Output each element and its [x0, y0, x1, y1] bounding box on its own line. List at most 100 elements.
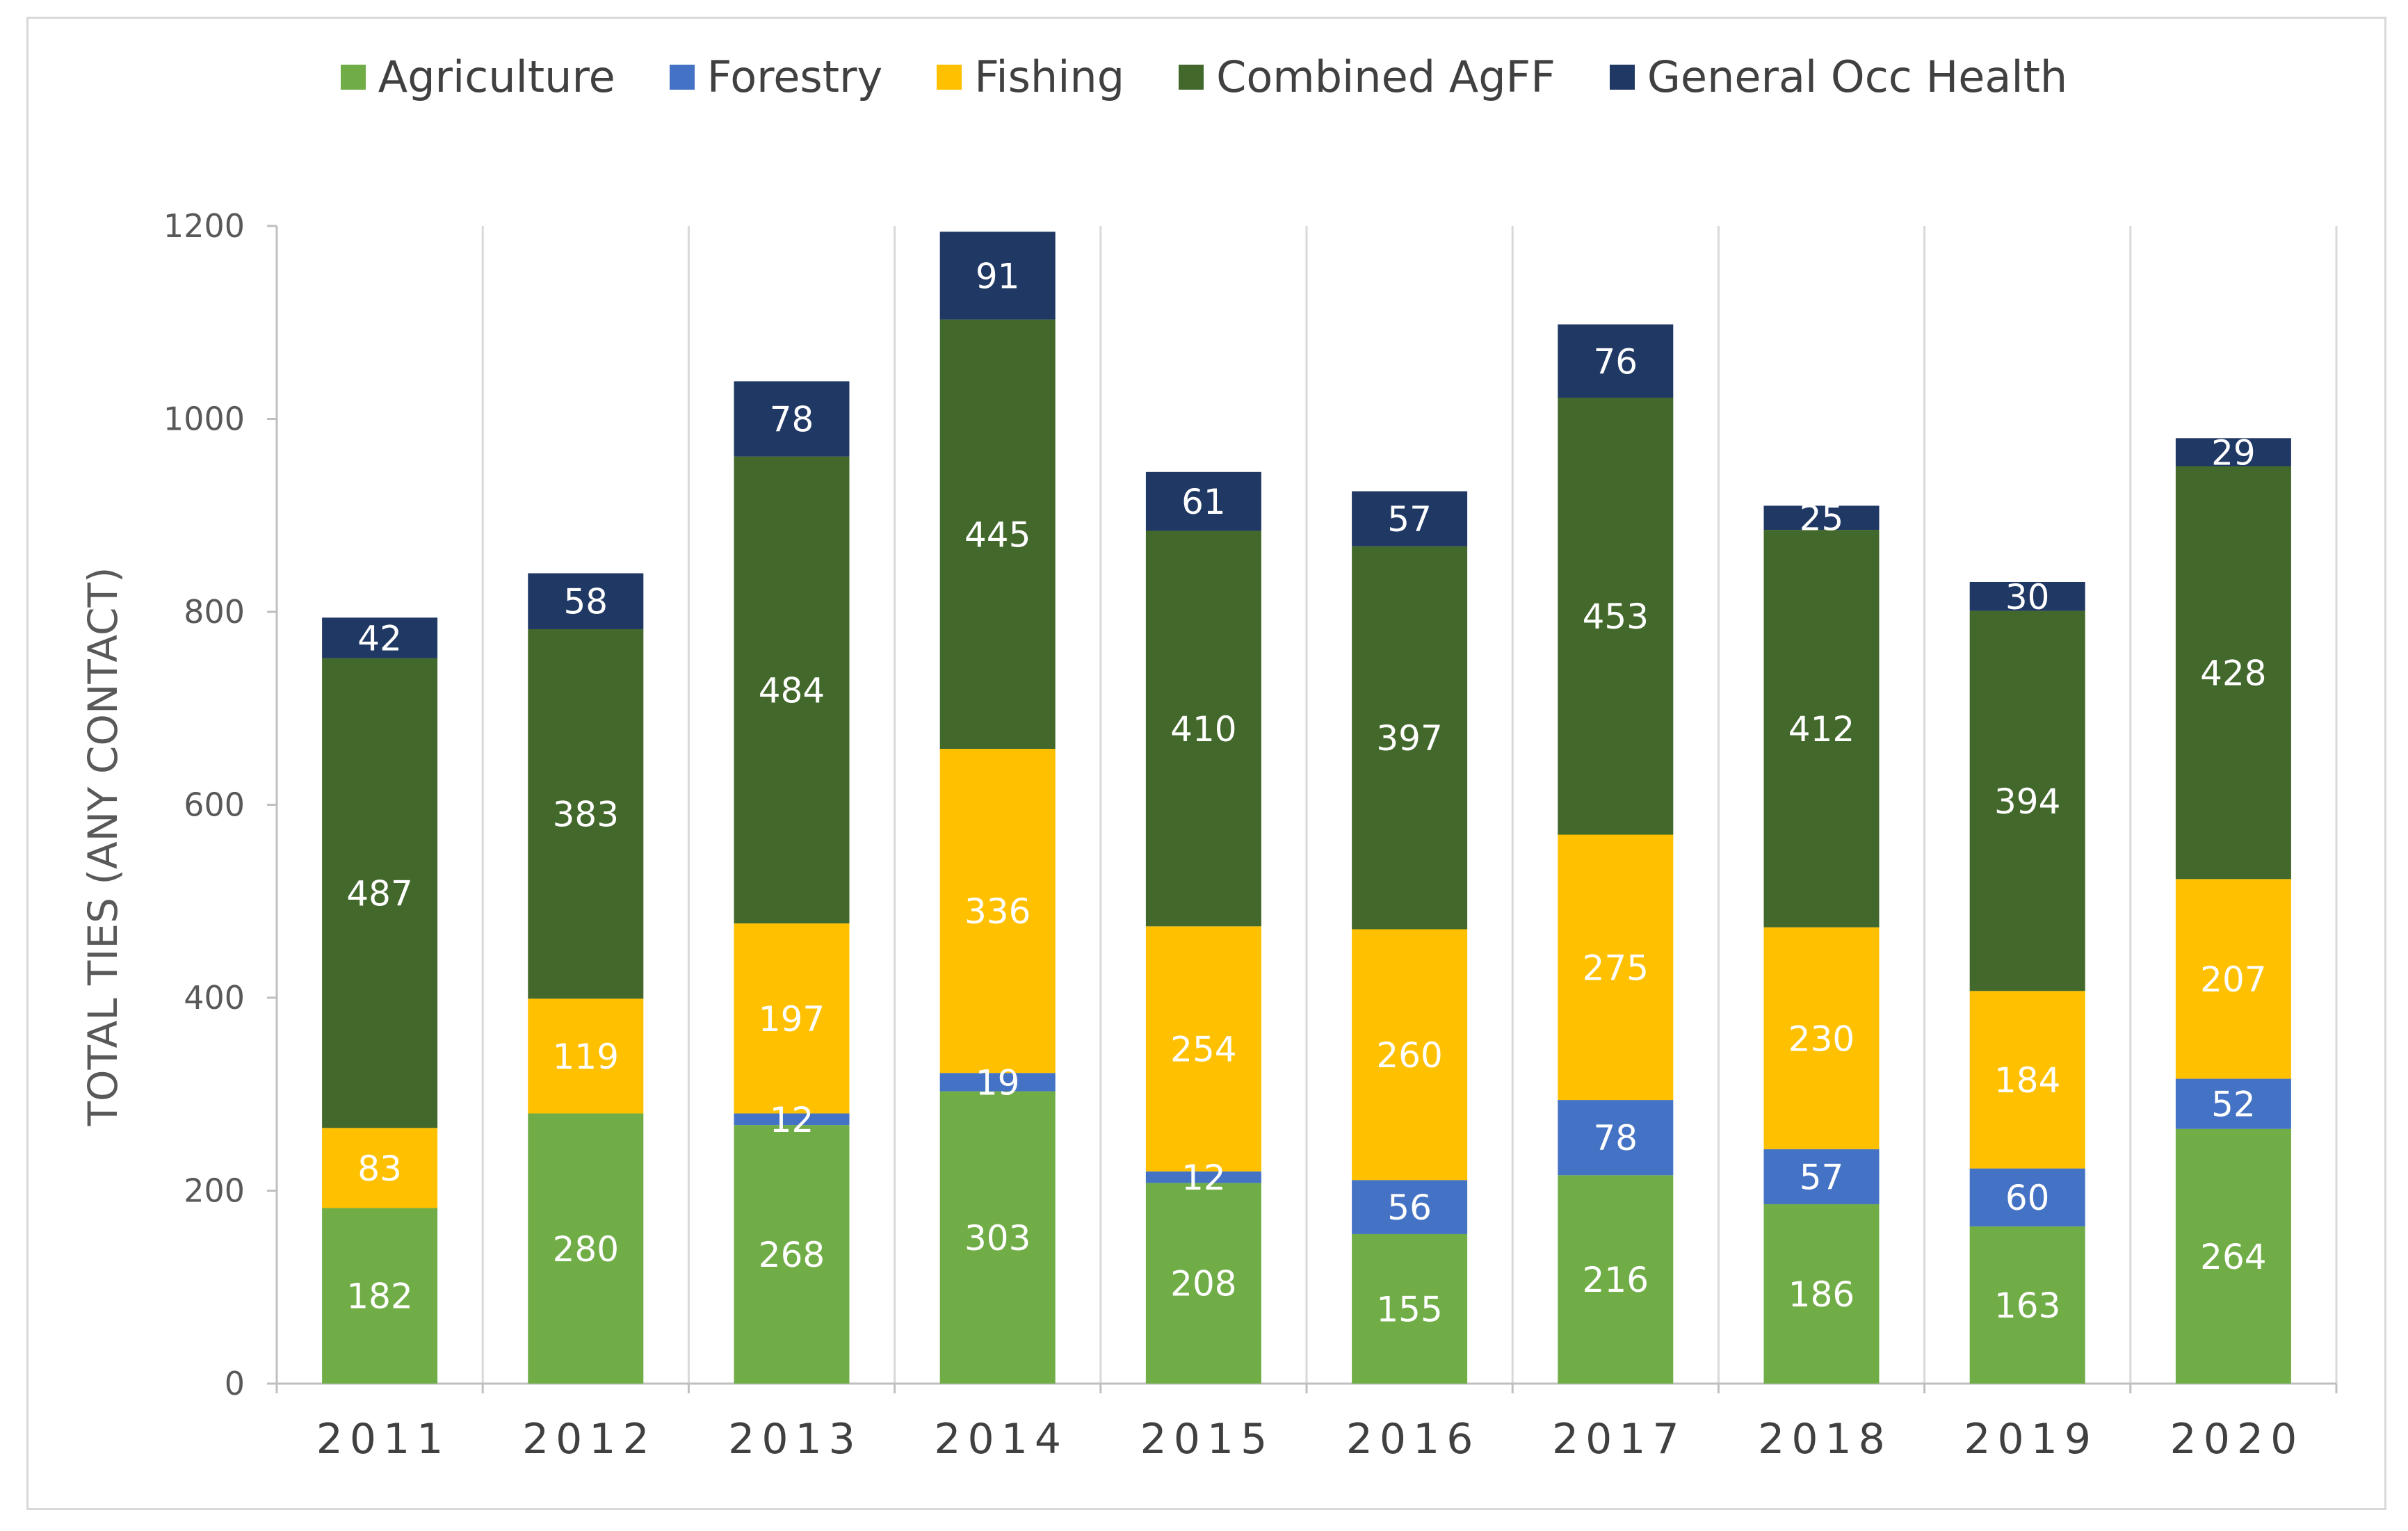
y-tick-label-1200: 1200: [163, 207, 245, 245]
bar-general-occ-health-2018: [1763, 505, 1880, 530]
bar-agriculture-2011: [322, 1208, 438, 1384]
legend-swatch-fishing: [937, 64, 962, 90]
bar-fishing-2015: [1145, 926, 1261, 1172]
bar-fishing-2016: [1352, 929, 1468, 1181]
data-label-agriculture-2014: 303: [964, 1218, 1031, 1258]
legend-item-forestry: Forestry: [669, 51, 883, 102]
bar-forestry-2017: [1558, 1100, 1674, 1176]
y-tick-label-600: 600: [184, 786, 245, 824]
bar-fishing-2020: [2175, 879, 2291, 1079]
data-label-general-occ-health-2019: 30: [2005, 577, 2050, 617]
data-label-combined-agff-2015: 410: [1170, 709, 1236, 750]
data-label-forestry-2015: 12: [1181, 1158, 1226, 1198]
data-label-forestry-2019: 60: [2005, 1178, 2050, 1218]
bar-combined-agff-2018: [1763, 530, 1880, 927]
bar-general-occ-health-2013: [734, 381, 850, 457]
data-label-combined-agff-2019: 394: [1994, 781, 2060, 822]
legend-item-agriculture: Agriculture: [340, 51, 615, 102]
data-label-general-occ-health-2016: 57: [1387, 499, 1432, 540]
legend-swatch-general-occ-health: [1609, 64, 1635, 90]
data-label-agriculture-2016: 155: [1376, 1289, 1442, 1329]
bar-agriculture-2020: [2175, 1128, 2291, 1384]
bar-forestry-2020: [2175, 1078, 2291, 1129]
data-label-combined-agff-2014: 445: [964, 515, 1031, 555]
bar-general-occ-health-2011: [322, 617, 438, 658]
bar-combined-agff-2011: [322, 658, 438, 1128]
data-label-fishing-2011: 83: [357, 1149, 402, 1189]
x-tick-label-2019: 2019: [1964, 1415, 2098, 1464]
bar-agriculture-2018: [1763, 1204, 1880, 1384]
data-label-fishing-2012: 119: [553, 1037, 619, 1077]
bar-fishing-2019: [1969, 991, 2085, 1169]
data-label-forestry-2013: 12: [770, 1100, 814, 1140]
data-label-fishing-2017: 275: [1583, 948, 1649, 988]
data-label-fishing-2016: 260: [1376, 1035, 1442, 1076]
chart-frame: [26, 17, 2386, 1510]
data-label-agriculture-2017: 216: [1583, 1260, 1649, 1300]
legend-swatch-agriculture: [340, 64, 366, 90]
bar-agriculture-2019: [1969, 1226, 2085, 1384]
x-tick-label-2014: 2014: [934, 1415, 1068, 1464]
bar-fishing-2017: [1558, 834, 1674, 1101]
data-label-agriculture-2012: 280: [553, 1229, 619, 1270]
data-label-general-occ-health-2012: 58: [563, 582, 608, 622]
data-label-forestry-2017: 78: [1593, 1118, 1638, 1158]
data-label-agriculture-2013: 268: [759, 1235, 825, 1275]
bar-fishing-2011: [322, 1128, 438, 1208]
bar-combined-agff-2013: [734, 456, 850, 924]
bar-forestry-2015: [1145, 1171, 1261, 1183]
bar-combined-agff-2015: [1145, 530, 1261, 927]
data-label-general-occ-health-2014: 91: [976, 256, 1020, 296]
data-label-forestry-2014: 19: [976, 1062, 1020, 1103]
data-label-forestry-2020: 52: [2211, 1085, 2256, 1125]
bar-fishing-2013: [734, 923, 850, 1114]
legend-item-fishing: Fishing: [937, 51, 1124, 102]
legend: Agriculture Forestry Fishing Combined AgFF G…: [0, 51, 2408, 102]
x-tick-label-2017: 2017: [1552, 1415, 1686, 1464]
bar-general-occ-health-2019: [1969, 581, 2085, 611]
legend-label-combined-agff: Combined AgFF: [1216, 51, 1555, 102]
bar-agriculture-2016: [1352, 1233, 1468, 1384]
data-label-general-occ-health-2013: 78: [770, 400, 814, 440]
bar-agriculture-2012: [528, 1113, 644, 1384]
bar-general-occ-health-2015: [1145, 471, 1261, 531]
data-label-agriculture-2019: 163: [1994, 1286, 2060, 1326]
data-label-fishing-2020: 207: [2200, 959, 2266, 1000]
bar-forestry-2013: [734, 1113, 850, 1126]
bar-general-occ-health-2014: [939, 232, 1056, 320]
data-label-general-occ-health-2020: 29: [2211, 432, 2256, 473]
y-tick-label-200: 200: [184, 1172, 245, 1210]
data-label-combined-agff-2018: 412: [1788, 709, 1855, 750]
data-label-general-occ-health-2018: 25: [1800, 499, 1844, 539]
bar-general-occ-health-2012: [528, 573, 644, 629]
bar-forestry-2019: [1969, 1168, 2085, 1226]
data-label-combined-agff-2016: 397: [1376, 718, 1442, 759]
data-label-forestry-2016: 56: [1387, 1188, 1432, 1228]
data-label-combined-agff-2013: 484: [759, 670, 825, 711]
x-tick-label-2012: 2012: [522, 1415, 656, 1464]
bar-combined-agff-2016: [1352, 546, 1468, 930]
x-tick-label-2020: 2020: [2170, 1415, 2304, 1464]
x-tick-label-2018: 2018: [1758, 1415, 1892, 1464]
bar-forestry-2016: [1352, 1180, 1468, 1234]
data-label-forestry-2018: 57: [1800, 1157, 1844, 1197]
legend-label-forestry: Forestry: [706, 51, 883, 102]
bar-general-occ-health-2016: [1352, 491, 1468, 546]
legend-label-agriculture: Agriculture: [378, 51, 615, 102]
data-label-fishing-2013: 197: [759, 999, 825, 1039]
legend-item-general-occ-health: General Occ Health: [1609, 51, 2067, 102]
legend-label-fishing: Fishing: [974, 51, 1125, 102]
data-label-general-occ-health-2015: 61: [1181, 482, 1226, 522]
data-label-general-occ-health-2017: 76: [1593, 341, 1638, 382]
bar-fishing-2014: [939, 749, 1056, 1074]
bar-combined-agff-2014: [939, 319, 1056, 750]
bar-fishing-2018: [1763, 927, 1880, 1149]
data-label-combined-agff-2020: 428: [2200, 653, 2266, 693]
x-tick-label-2011: 2011: [316, 1415, 451, 1464]
y-tick-label-0: 0: [225, 1365, 245, 1402]
bar-forestry-2018: [1763, 1149, 1880, 1204]
bar-general-occ-health-2020: [2175, 438, 2291, 467]
bar-combined-agff-2019: [1969, 610, 2085, 991]
bar-fishing-2012: [528, 998, 644, 1114]
